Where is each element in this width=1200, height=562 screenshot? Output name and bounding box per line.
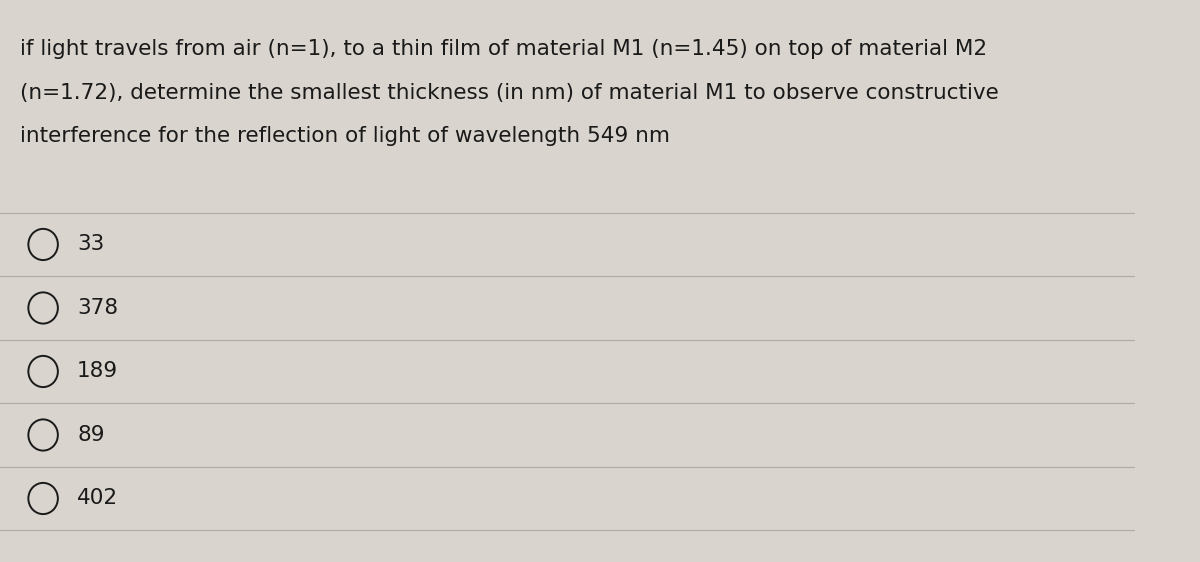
Text: if light travels from air (n=1), to a thin film of material M1 (n=1.45) on top o: if light travels from air (n=1), to a th…	[20, 39, 988, 60]
Text: 378: 378	[77, 298, 119, 318]
Text: 33: 33	[77, 234, 104, 255]
Text: interference for the reflection of light of wavelength 549 nm: interference for the reflection of light…	[20, 126, 671, 146]
Text: (n=1.72), determine the smallest thickness (in nm) of material M1 to observe con: (n=1.72), determine the smallest thickne…	[20, 83, 1000, 103]
Text: 189: 189	[77, 361, 119, 382]
Text: 89: 89	[77, 425, 104, 445]
Text: 402: 402	[77, 488, 119, 509]
